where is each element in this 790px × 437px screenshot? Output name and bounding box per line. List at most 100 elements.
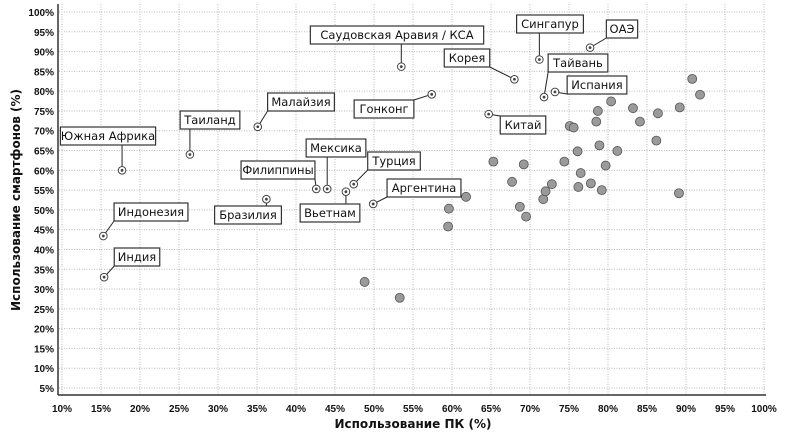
x-tick-label: 75% [559,404,579,415]
label-box [566,75,628,95]
x-tick-label: 50% [364,404,384,415]
data-point [653,108,663,119]
labeled-point-center [344,190,348,194]
label-box [214,205,283,225]
y-tick-label: 55% [34,186,54,197]
x-tick-label: 40% [286,404,306,415]
y-tick-label: 20% [34,325,54,336]
x-axis-label: Использование ПК (%) [334,417,491,431]
data-point [575,168,586,178]
labeled-point-center [101,234,105,238]
x-tick-label: 30% [208,404,228,415]
labeled-point-center [352,182,356,186]
y-tick-label: 65% [34,147,54,158]
point-label: Таиланд [183,113,235,127]
labeled-point-center [264,197,268,201]
point-label: Саудовская Аравия / КСА [320,28,473,42]
labeled-point-center [120,168,124,172]
x-tick-label: 95% [715,404,735,415]
data-point [359,277,370,287]
x-tick-label: 45% [325,404,345,415]
x-tick-label: 25% [169,404,189,415]
point-label: Индонезия [118,205,184,219]
labeled-point-center [399,65,403,69]
label-box [309,25,485,45]
data-point [585,178,596,189]
y-tick-label: 15% [34,344,54,355]
data-point [443,221,454,232]
data-point [674,102,685,113]
y-tick-label: 50% [34,206,54,217]
y-tick-label: 75% [34,107,54,118]
y-tick-label: 100% [28,8,54,19]
point-label: Сингапур [521,17,579,31]
y-tick-label: 45% [34,226,54,237]
point-label: Гонконг [359,102,408,116]
x-tick-label: 60% [442,404,462,415]
x-tick-label: 10% [52,404,72,415]
point-label: Корея [449,51,486,65]
label-box [386,178,462,198]
x-tick-label: 35% [247,404,267,415]
point-label: Тайвань [552,56,603,70]
x-tick-label: 80% [598,404,618,415]
labeled-point-center [542,95,546,99]
labeled-point-center [537,58,541,61]
data-point [674,188,684,199]
data-point [572,146,583,157]
labeled-point-center [325,187,329,191]
data-point [600,160,611,171]
data-point [596,185,607,196]
x-tick-label: 85% [637,404,657,415]
data-point [518,159,529,170]
labeled-point-center [430,92,434,96]
data-point [573,182,584,192]
y-tick-label: 85% [34,67,54,78]
label-box [113,202,189,222]
point-label: Мексика [310,141,362,155]
data-point [568,122,579,133]
data-point [594,140,605,151]
point-label: Южная Африка [61,129,155,143]
x-tick-label: 90% [676,404,696,415]
labeled-point-center [371,202,375,206]
y-tick-label: 35% [34,265,54,276]
x-tick-label: 100% [751,404,777,415]
data-point [540,186,551,197]
data-point [606,96,617,107]
data-point [514,201,525,212]
data-point [651,135,662,146]
labeled-point-center [256,125,260,129]
y-tick-label: 95% [34,28,54,39]
point-label: Вьетнам [304,206,356,220]
y-tick-label: 40% [34,245,54,256]
labeled-point-center [588,46,592,50]
point-label: Индия [118,250,156,264]
data-point [612,146,623,156]
y-tick-label: 80% [34,87,54,98]
data-point [695,89,705,100]
point-label: Турция [371,154,415,168]
point-label: ОАЭ [610,22,635,36]
y-tick-label: 60% [34,166,54,177]
data-point [687,73,698,84]
x-tick-label: 55% [403,404,423,415]
label-box [59,126,157,146]
labeled-point-center [102,275,106,279]
label-box [367,151,421,171]
y-tick-label: 25% [34,305,54,316]
data-point [488,156,499,167]
label-box [299,203,361,223]
x-tick-label: 15% [91,404,111,415]
labeled-point-center [513,77,516,81]
data-point [546,179,557,190]
data-point [592,106,603,116]
leader-line [489,66,515,80]
point-label: Филиппины [242,163,313,177]
point-label: Китай [505,118,542,132]
label-box [267,92,336,112]
data-point [628,103,638,114]
labeled-point-center [487,112,491,116]
x-tick-label: 65% [481,404,501,415]
